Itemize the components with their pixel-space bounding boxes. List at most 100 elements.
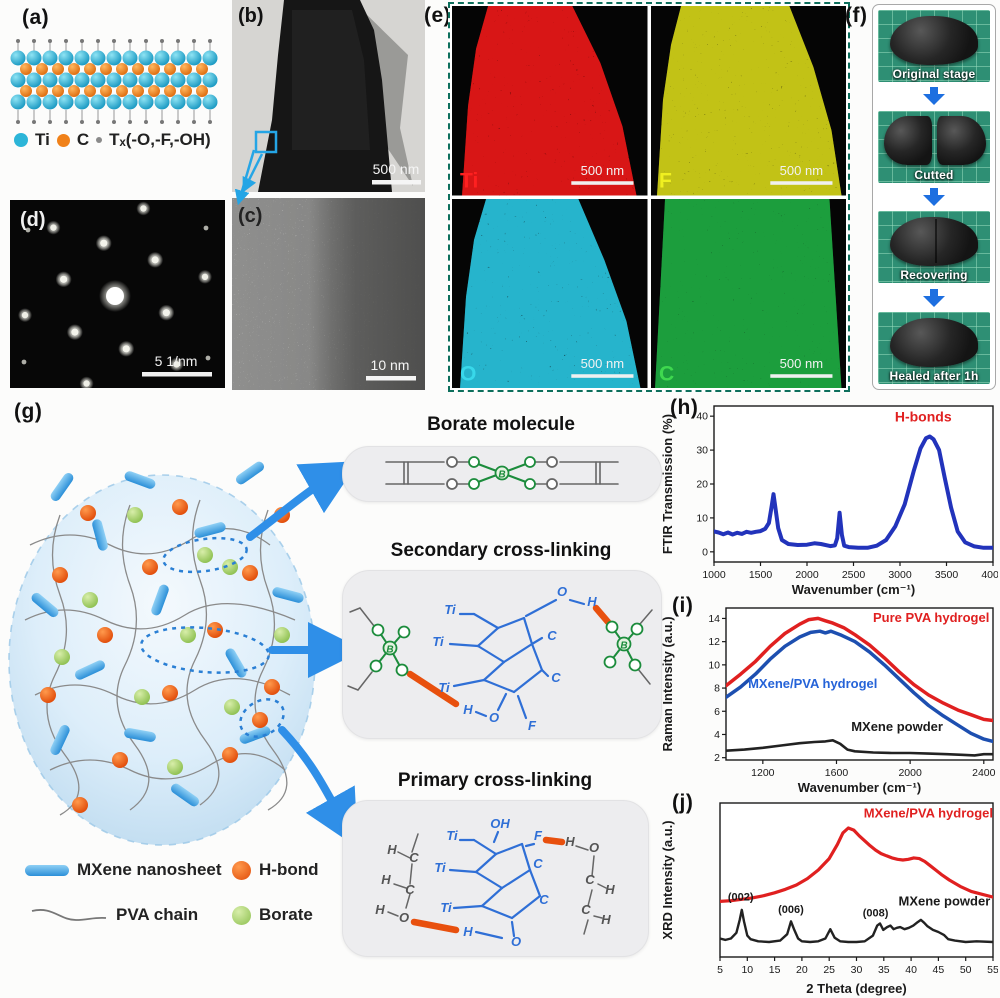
callout-title-borate: Borate molecule	[427, 414, 575, 435]
ti-atom-icon	[14, 133, 28, 147]
svg-text:10: 10	[708, 659, 720, 671]
svg-text:2000: 2000	[795, 569, 819, 581]
svg-text:5: 5	[717, 964, 723, 976]
svg-text:10: 10	[741, 964, 753, 976]
legend-mxene-nanosheet: MXene nanosheet	[25, 860, 222, 880]
panel-label-j: (j)	[672, 791, 694, 814]
svg-text:0: 0	[702, 546, 708, 558]
tem-image: (b) 500 nm	[232, 0, 425, 192]
tem-flake-shading	[292, 10, 370, 150]
eds-scale-bar	[571, 181, 634, 185]
hydrogel-sample	[890, 317, 978, 367]
svg-text:10: 10	[696, 512, 708, 524]
h-bond-icon	[232, 860, 251, 880]
hrtem-scale-bar	[366, 376, 416, 381]
hydrogel-half-left	[883, 116, 932, 166]
eds-label-o: O	[460, 362, 476, 385]
svg-text:2: 2	[714, 752, 720, 764]
svg-text:C: C	[547, 628, 557, 643]
zoom-region-box	[254, 130, 278, 154]
eds-mapping-grid: Ti 500 nm F 500 nm O 500 nm C 500 nm	[448, 2, 850, 392]
svg-text:Ti: Ti	[440, 900, 452, 915]
svg-text:4: 4	[714, 729, 720, 741]
svg-text:(008): (008)	[863, 907, 889, 919]
tem-scale-bar	[372, 180, 421, 185]
svg-text:H: H	[375, 902, 385, 917]
svg-text:1200: 1200	[751, 767, 775, 779]
svg-text:C: C	[405, 882, 415, 897]
svg-text:F: F	[528, 718, 537, 733]
svg-text:H: H	[381, 872, 391, 887]
legend-label: MXene nanosheet	[77, 860, 222, 879]
svg-text:1600: 1600	[825, 767, 849, 779]
svg-text:(002): (002)	[728, 892, 754, 904]
svg-text:2400: 2400	[972, 767, 996, 779]
saed-pattern: (d) 5 1/nm	[10, 200, 225, 388]
svg-text:B: B	[386, 645, 393, 656]
svg-text:C: C	[533, 856, 543, 871]
svg-text:20: 20	[796, 964, 808, 976]
photo-recovering: Recovering	[878, 211, 990, 284]
down-arrow-icon	[923, 288, 945, 307]
legend-label: PVA chain	[116, 905, 199, 924]
svg-text:F: F	[534, 828, 543, 843]
svg-text:XRD Intensity (a.u.): XRD Intensity (a.u.)	[660, 820, 675, 939]
eds-scale-text: 500 nm	[779, 356, 822, 371]
eds-map-c: C 500 nm	[650, 198, 846, 388]
svg-text:35: 35	[878, 964, 890, 976]
tem-scale-text: 500 nm	[373, 161, 420, 177]
svg-text:O: O	[557, 584, 567, 599]
diffraction-spots	[18, 201, 212, 388]
stage-caption: Cutted	[914, 167, 954, 182]
panel-label-i: (i)	[672, 594, 694, 617]
eds-scale-bar	[571, 373, 634, 378]
svg-text:Ti: Ti	[432, 634, 444, 649]
hydrogel-half-right	[937, 116, 986, 166]
photo-healed: Healed after 1h	[878, 311, 990, 384]
photo-original: Original stage	[878, 10, 990, 82]
panel-label-c: (c)	[238, 205, 262, 227]
panel-label-f: (f)	[845, 4, 868, 27]
svg-text:2 Theta (degree): 2 Theta (degree)	[806, 981, 906, 996]
svg-text:15: 15	[769, 964, 781, 976]
panel-label-g: (g)	[14, 400, 43, 423]
crystal-legend: Ti C Tₓ(-O,-F,-OH)	[14, 130, 211, 150]
mxene-crystal-structure	[10, 39, 218, 124]
borate-molecule-diagram: B	[385, 456, 619, 490]
svg-text:C: C	[581, 902, 591, 917]
svg-text:MXene powder: MXene powder	[899, 894, 991, 909]
zoom-arrow	[242, 153, 264, 192]
svg-text:H: H	[605, 882, 615, 897]
tx-atom-icon	[96, 137, 103, 143]
svg-text:O: O	[589, 840, 599, 855]
eds-scale-text: 500 nm	[581, 163, 624, 178]
svg-text:MXene powder: MXene powder	[851, 719, 943, 734]
svg-text:H: H	[601, 912, 611, 927]
ti-legend-label: Ti	[35, 130, 50, 149]
svg-text:MXene/PVA hydrogel: MXene/PVA hydrogel	[864, 805, 993, 820]
svg-text:30: 30	[851, 964, 863, 976]
panel-label-e: (e)	[424, 4, 452, 27]
svg-text:55: 55	[987, 964, 998, 976]
svg-text:45: 45	[933, 964, 945, 976]
eds-label-c: C	[659, 362, 674, 385]
hrtem-scale-text: 10 nm	[371, 357, 410, 373]
self-healing-sequence: Original stage Cutted Recovering Healed …	[872, 4, 996, 390]
stage-caption: Original stage	[892, 67, 976, 81]
svg-text:40: 40	[905, 964, 917, 976]
svg-text:Ti: Ti	[434, 860, 446, 875]
panel-label-d: (d)	[20, 209, 46, 231]
hydrogel-sample	[890, 217, 978, 267]
svg-text:OH: OH	[490, 816, 510, 831]
healing-seam	[935, 218, 938, 264]
stage-caption: Healed after 1h	[889, 368, 979, 383]
svg-text:H: H	[463, 702, 473, 717]
svg-text:40: 40	[696, 411, 708, 423]
svg-text:H: H	[387, 842, 397, 857]
tx-legend-label: Tₓ(-O,-F,-OH)	[109, 130, 211, 149]
svg-text:14: 14	[708, 613, 720, 625]
svg-text:O: O	[399, 910, 409, 925]
svg-text:Ti: Ti	[438, 680, 450, 695]
